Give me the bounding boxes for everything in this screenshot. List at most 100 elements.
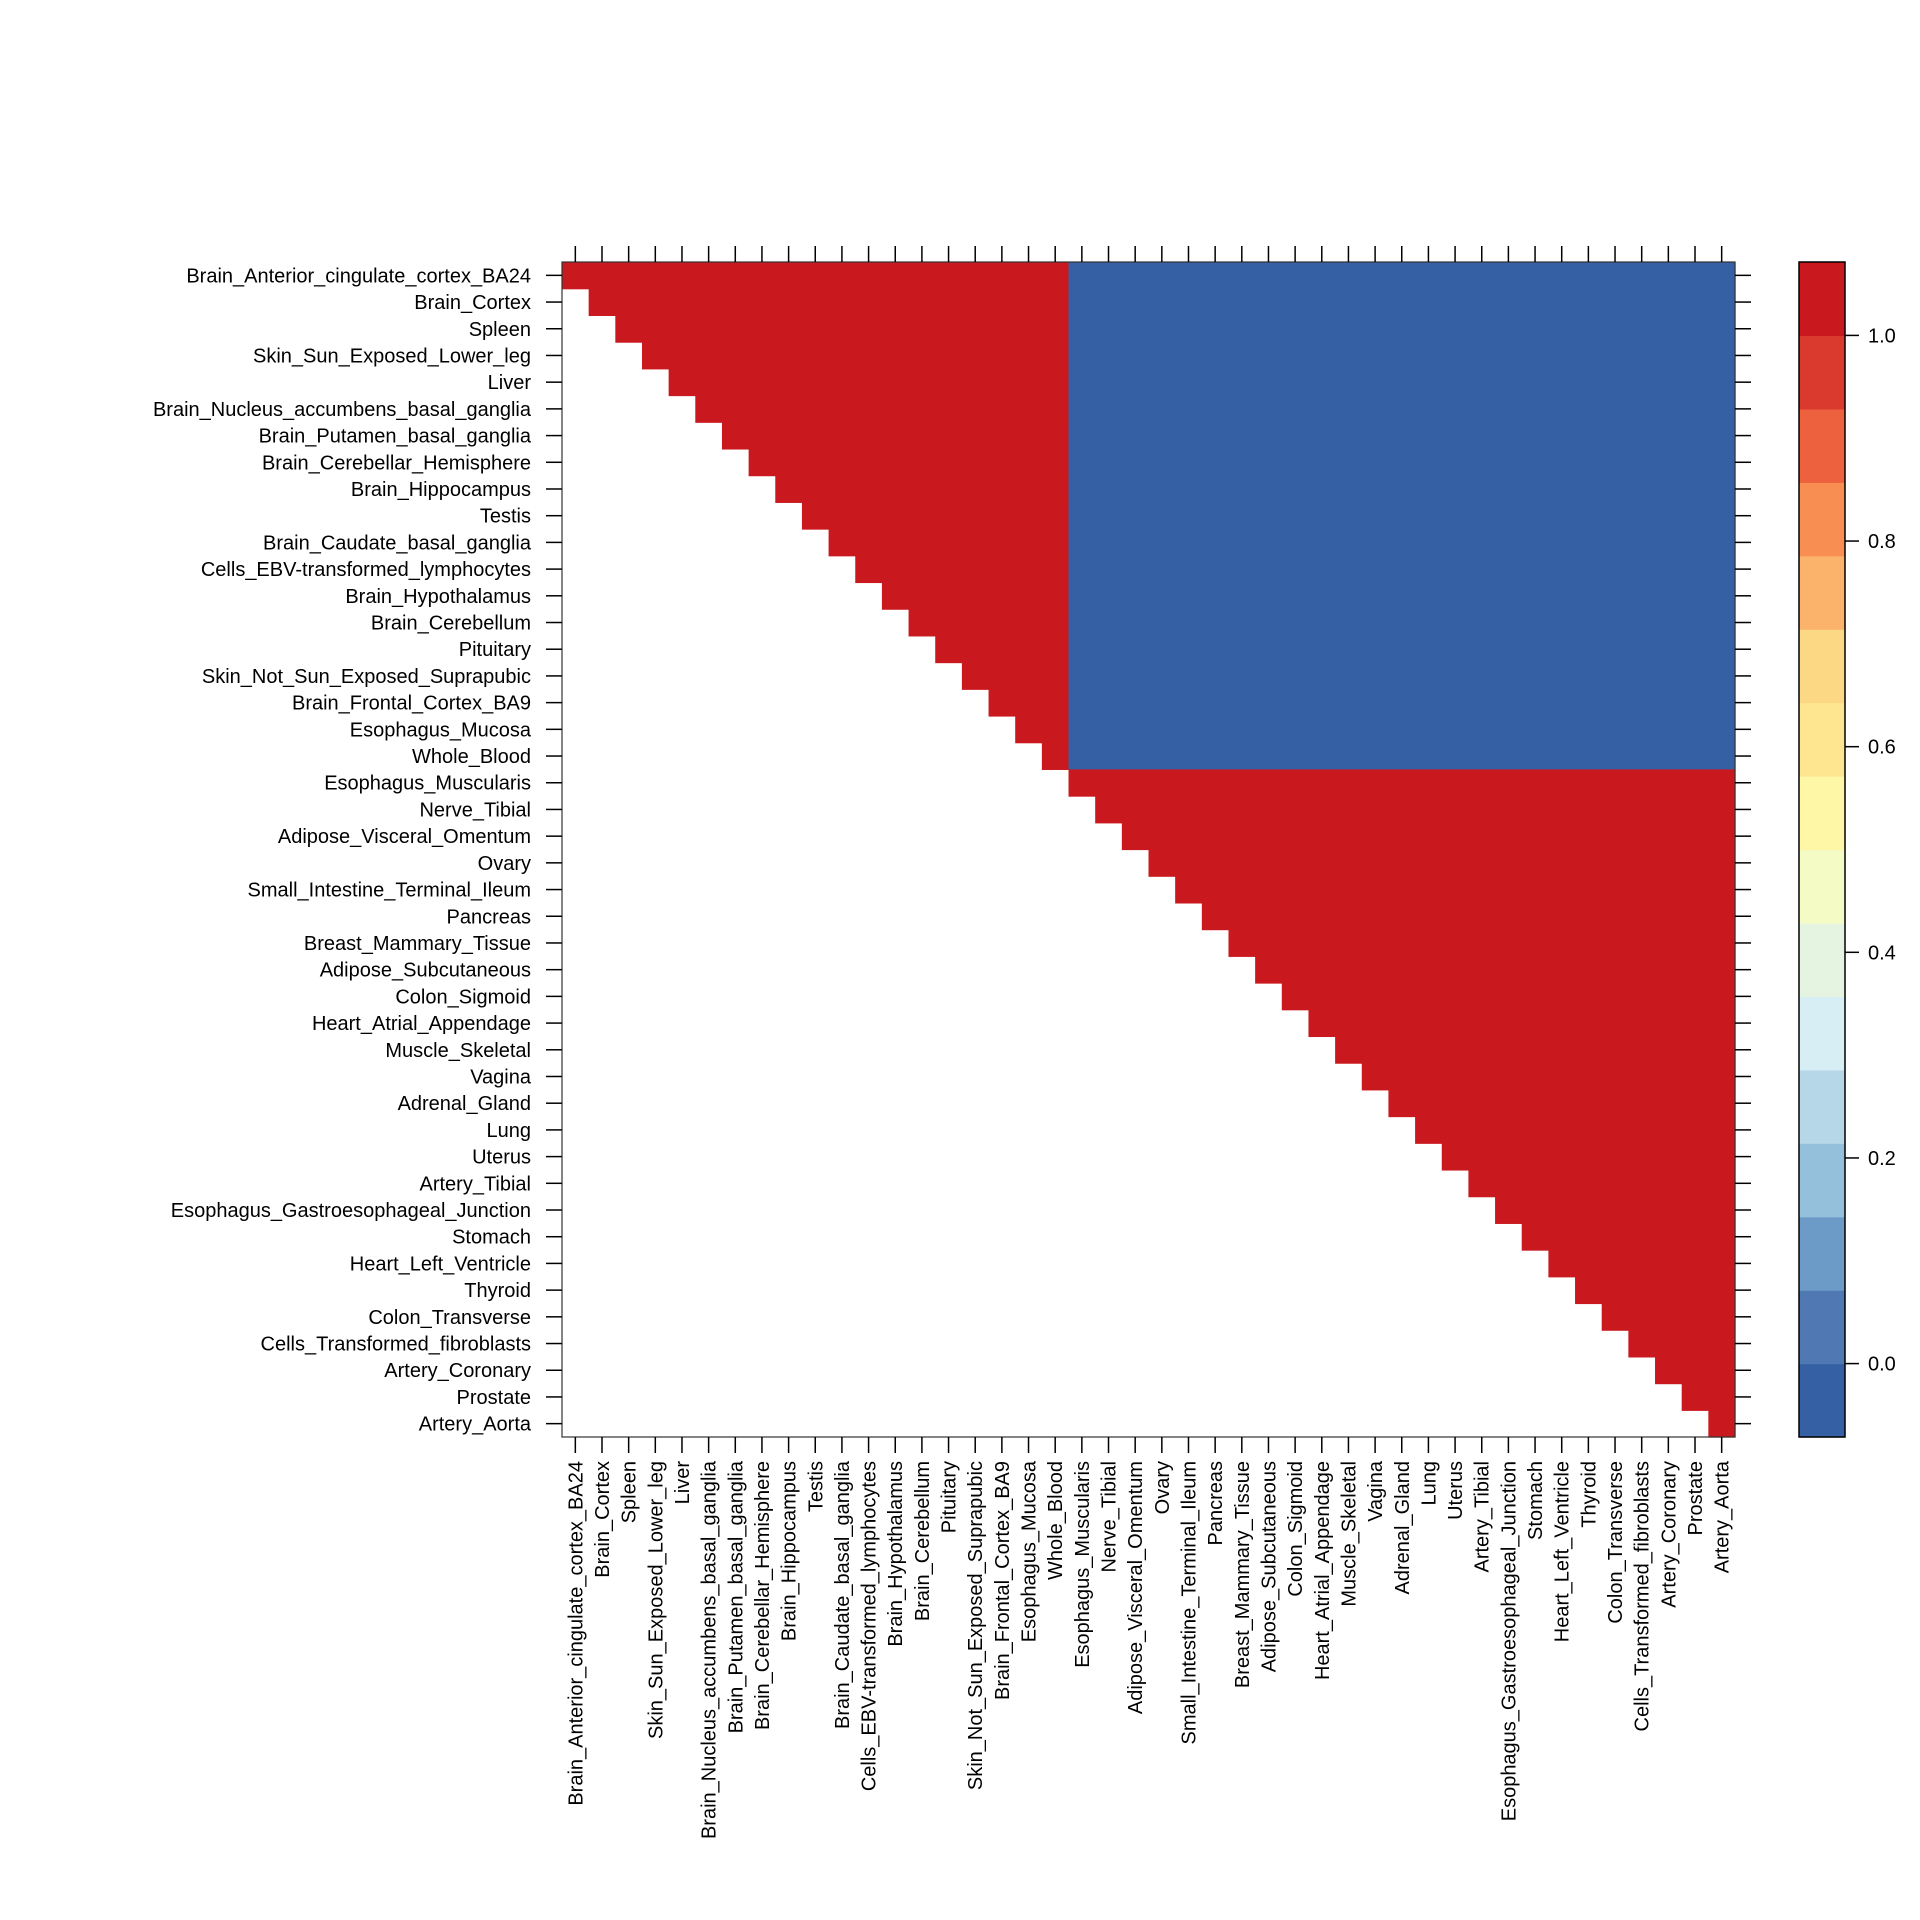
heatmap-cell [1415,796,1443,824]
heatmap-cell [1255,475,1283,503]
colorbar-bin [1799,1363,1845,1438]
heatmap-cell [1201,422,1230,450]
heatmap-cell [1548,582,1576,610]
heatmap-cell [1681,262,1709,290]
heatmap-cell [1601,448,1629,477]
heatmap-cell [562,262,590,290]
heatmap-cell [1628,822,1656,851]
heatmap-cell [1361,902,1390,931]
heatmap-cell [935,475,963,503]
heatmap-cell [1601,1250,1629,1278]
heatmap-cell [1495,529,1523,557]
heatmap-cell [1228,715,1256,744]
heatmap-cell [721,288,750,317]
heatmap-cell [908,448,936,477]
heatmap-cell [1255,956,1283,984]
heatmap-cell [1601,529,1629,557]
heatmap-cell [1441,555,1470,584]
heatmap-cell [1708,1303,1736,1331]
heatmap-cell [1681,1223,1709,1251]
heatmap-cell [1175,822,1203,851]
heatmap-cell [1388,662,1416,690]
heatmap-cell [828,502,856,530]
heatmap-cell [1708,1356,1736,1385]
heatmap-cell [1681,529,1709,557]
heatmap-cell [1441,582,1470,610]
heatmap-cell [1628,689,1656,717]
y-tick-label: Brain_Cerebellum [371,613,531,635]
heatmap-cell [1681,582,1709,610]
heatmap-cell [1415,342,1443,370]
heatmap-cell [1628,1223,1656,1251]
heatmap-cell [1255,555,1283,584]
heatmap-cell [1495,902,1523,931]
heatmap-cell [1655,1116,1683,1144]
heatmap-cell [721,262,750,290]
heatmap-cell [1415,395,1443,423]
heatmap-cell [1521,288,1549,317]
heatmap-cell [1361,956,1390,984]
heatmap-cell [1361,422,1390,450]
heatmap-cell [775,395,803,423]
heatmap-cell [1495,315,1523,343]
heatmap-cell [1415,876,1443,904]
heatmap-cell [1148,769,1176,797]
heatmap-cell [1388,902,1416,931]
heatmap-cell [1415,662,1443,690]
y-tick-label: Esophagus_Muscularis [324,773,531,795]
heatmap-cell [1228,502,1256,530]
heatmap-cell [1121,742,1150,770]
heatmap-cell [1255,742,1283,770]
heatmap-cell [1068,635,1096,664]
heatmap-cell [1681,368,1709,397]
heatmap-cell [1708,635,1736,664]
heatmap-cell [1548,315,1576,343]
heatmap-cell [1041,448,1070,477]
heatmap-cell [1095,662,1123,690]
heatmap-cell [1441,902,1470,931]
heatmap-cell [881,262,910,290]
heatmap-cell [615,262,643,290]
colorbar-bin [1799,702,1845,777]
heatmap-cell [1148,262,1176,290]
heatmap-cell [1601,609,1629,637]
x-tick-label: Thyroid [1578,1461,1600,1528]
heatmap-cell [1041,715,1070,744]
heatmap-cell [1361,635,1390,664]
heatmap-cell [1521,769,1549,797]
heatmap-cell [1388,368,1416,397]
heatmap-cell [1255,288,1283,317]
heatmap-cell [1681,769,1709,797]
heatmap-cell [1068,742,1096,770]
heatmap-cell [1495,475,1523,503]
heatmap-cell [1335,902,1363,931]
heatmap-cell [1228,902,1256,931]
heatmap-cell [1548,395,1576,423]
heatmap-cell [881,315,910,343]
heatmap-cell [1361,288,1390,317]
heatmap-cell [1121,288,1150,317]
heatmap-cell [1015,662,1043,690]
heatmap-cell [1308,475,1336,503]
heatmap-cell [1255,929,1283,957]
heatmap-cell [1468,902,1496,931]
heatmap-cell [1201,635,1230,664]
heatmap-cell [1148,555,1176,584]
x-tick-label: Brain_Putamen_basal_ganglia [725,1460,747,1733]
heatmap-cell [1601,1063,1629,1091]
x-tick-label: Nerve_Tibial [1099,1461,1121,1573]
heatmap-cell [1415,929,1443,957]
heatmap-cell [1681,1250,1709,1278]
heatmap-cell [1228,395,1256,423]
heatmap-cell [641,288,670,317]
heatmap-cell [1601,742,1629,770]
heatmap-cell [1095,635,1123,664]
heatmap-cell [1175,662,1203,690]
heatmap-cell [1548,769,1576,797]
heatmap-cell [1308,689,1336,717]
heatmap-cell [1708,609,1736,637]
heatmap-cell [615,315,643,343]
heatmap-cell [1281,689,1310,717]
heatmap-cell [748,422,776,450]
heatmap-cell [1388,582,1416,610]
